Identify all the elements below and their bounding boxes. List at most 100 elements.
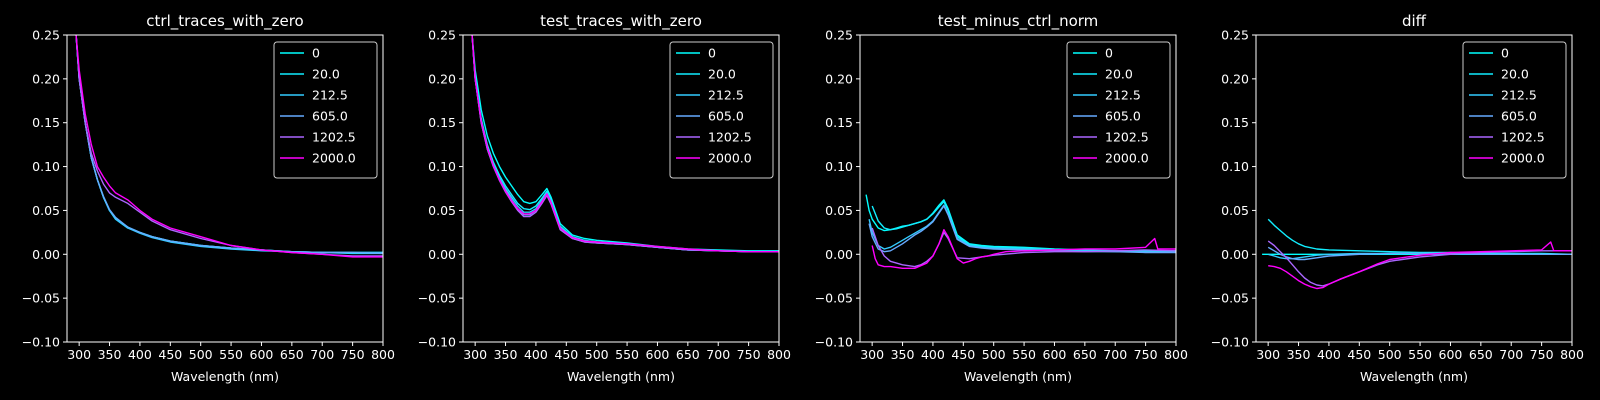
series-line-20.0 <box>871 200 1176 253</box>
legend-frame <box>1462 41 1567 179</box>
legend-label: 20.0 <box>312 67 340 82</box>
x-tick-label: 700 <box>706 347 730 362</box>
legend-label: 20.0 <box>708 67 736 82</box>
legend-label: 2000.0 <box>1105 151 1149 166</box>
x-tick-label: 700 <box>310 347 334 362</box>
x-tick-label: 600 <box>250 347 274 362</box>
legend-label: 1202.5 <box>1105 130 1149 145</box>
legend-label: 212.5 <box>1501 88 1537 103</box>
legend-label: 1202.5 <box>708 130 752 145</box>
y-tick-label: 0.00 <box>428 247 456 262</box>
chart-title: ctrl_traces_with_zero <box>146 12 303 31</box>
legend-label: 1202.5 <box>312 130 356 145</box>
chart-panel-2: test_traces_with_zero 300 350 400 450 500 550 6… <box>418 12 791 384</box>
x-tick-label: 400 <box>524 347 548 362</box>
legend-frame <box>669 41 774 179</box>
legend-label: 605.0 <box>312 109 348 124</box>
chart-title: diff <box>1402 12 1427 30</box>
y-tick-label: 0.15 <box>32 115 60 130</box>
x-tick-label: 550 <box>1012 347 1036 362</box>
x-tick-label: 450 <box>951 347 975 362</box>
y-tick-label: 0.05 <box>825 203 853 218</box>
plot-frame <box>462 34 780 343</box>
legend-frame <box>1066 41 1171 179</box>
y-tick-label: 0.00 <box>32 247 60 262</box>
x-tick-label: 750 <box>1134 347 1158 362</box>
x-tick-label: 600 <box>646 347 670 362</box>
x-tick-label: 800 <box>1560 347 1584 362</box>
x-tick-label: 750 <box>341 347 365 362</box>
x-tick-label: 450 <box>1347 347 1371 362</box>
series-lines <box>1262 218 1572 290</box>
series-line-2000.0 <box>871 228 1176 269</box>
y-tick-label: 0.05 <box>428 203 456 218</box>
legend: 0 20.0 212.5 605.0 1202.5 2000.0 <box>1066 41 1171 179</box>
y-tick-label: 0.20 <box>32 71 60 86</box>
y-tick-label: −0.05 <box>22 291 60 306</box>
y-tick-label: 0.10 <box>32 159 60 174</box>
x-tick-label: 650 <box>676 347 700 362</box>
x-tick-label: 300 <box>67 347 91 362</box>
series-line-2000.0 <box>1268 241 1572 290</box>
y-tick-label: 0.05 <box>32 203 60 218</box>
legend-label: 0 <box>1105 46 1113 61</box>
x-tick-label: 500 <box>982 347 1006 362</box>
series-line-2000.0 <box>75 35 383 258</box>
x-tick-label: 400 <box>921 347 945 362</box>
legend-label: 20.0 <box>1105 67 1133 82</box>
y-tick-label: 0.15 <box>825 115 853 130</box>
legend: 0 20.0 212.5 605.0 1202.5 2000.0 <box>669 41 774 179</box>
chart-title: test_traces_with_zero <box>540 12 702 31</box>
x-tick-label: 750 <box>1530 347 1554 362</box>
y-tick-label: 0.25 <box>825 28 853 43</box>
chart-title: test_minus_ctrl_norm <box>938 12 1099 31</box>
chart-panel-4: diff 300 350 400 450 500 550 600 650 700 750 800 −0.… <box>1211 12 1584 384</box>
x-tick-label: 300 <box>1256 347 1280 362</box>
y-tick-label: −0.10 <box>22 335 60 350</box>
x-axis-label: Wavelength (nm) <box>1360 369 1468 384</box>
x-tick-label: 500 <box>1378 347 1402 362</box>
legend-label: 212.5 <box>312 88 348 103</box>
x-tick-label: 350 <box>891 347 915 362</box>
legend-label: 2000.0 <box>1501 151 1545 166</box>
y-tick-label: 0.20 <box>428 71 456 86</box>
legend: 0 20.0 212.5 605.0 1202.5 2000.0 <box>273 41 378 179</box>
y-tick-label: −0.05 <box>418 291 456 306</box>
y-tick-label: −0.05 <box>1211 291 1249 306</box>
x-tick-label: 350 <box>1287 347 1311 362</box>
legend-label: 1202.5 <box>1501 130 1545 145</box>
series-line-605.0 <box>868 205 1176 254</box>
chart-panel-3: test_minus_ctrl_norm 300 350 400 450 500 550 60… <box>815 12 1188 384</box>
x-tick-label: 350 <box>98 347 122 362</box>
series-lines <box>471 35 779 253</box>
x-tick-label: 550 <box>1408 347 1432 362</box>
legend: 0 20.0 212.5 605.0 1202.5 2000.0 <box>1462 41 1567 179</box>
series-line-605.0 <box>75 35 383 255</box>
y-tick-label: 0.05 <box>1221 203 1249 218</box>
x-tick-label: 750 <box>737 347 761 362</box>
y-tick-label: −0.10 <box>815 335 853 350</box>
series-lines <box>75 35 383 258</box>
legend-label: 2000.0 <box>312 151 356 166</box>
plot-frame <box>859 34 1177 343</box>
y-tick-label: −0.10 <box>418 335 456 350</box>
legend-label: 0 <box>312 46 320 61</box>
legend-label: 212.5 <box>708 88 744 103</box>
plot-frame <box>66 34 384 343</box>
y-tick-label: 0.15 <box>428 115 456 130</box>
y-tick-label: 0.00 <box>825 247 853 262</box>
series-line-20.0 <box>1267 218 1572 255</box>
x-tick-label: 600 <box>1043 347 1067 362</box>
x-tick-label: 550 <box>219 347 243 362</box>
x-tick-label: 400 <box>128 347 152 362</box>
x-axis-label: Wavelength (nm) <box>171 369 279 384</box>
y-tick-label: 0.10 <box>1221 159 1249 174</box>
x-tick-label: 800 <box>767 347 791 362</box>
x-tick-label: 650 <box>1073 347 1097 362</box>
x-tick-label: 500 <box>189 347 213 362</box>
legend-label: 0 <box>708 46 716 61</box>
series-line-2000.0 <box>471 35 779 253</box>
x-tick-label: 300 <box>860 347 884 362</box>
y-tick-label: 0.10 <box>428 159 456 174</box>
x-axis-label: Wavelength (nm) <box>567 369 675 384</box>
